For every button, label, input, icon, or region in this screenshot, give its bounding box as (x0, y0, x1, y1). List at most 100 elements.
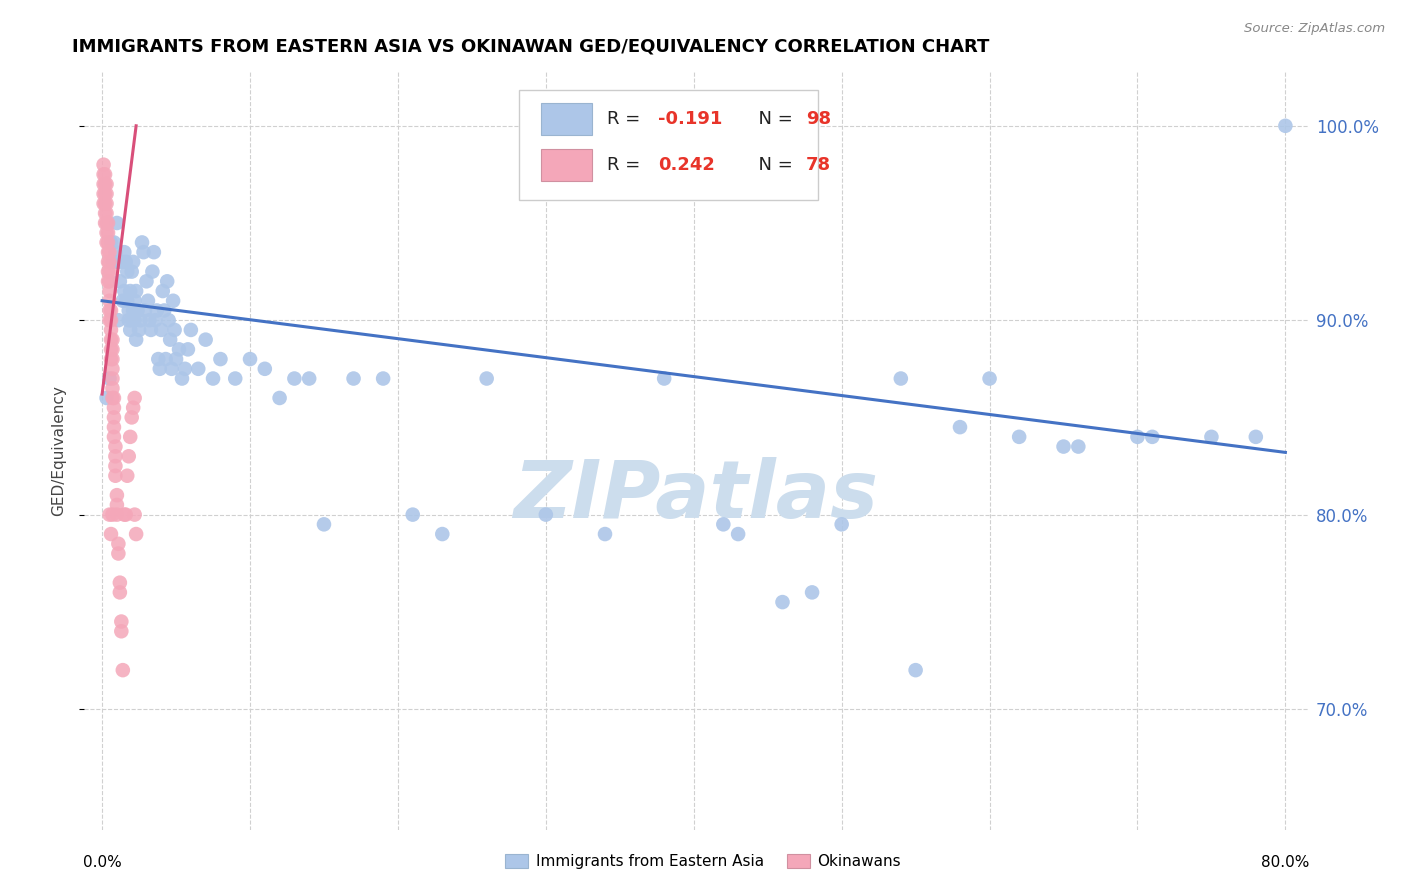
Point (117, 293, 139, 308)
Point (772, 595, 794, 609)
Point (97, 255, 120, 269)
Point (96, 196, 118, 211)
Point (239, 352, 262, 367)
Point (402, 508, 425, 522)
Point (142, 245, 165, 260)
Point (96, 206, 118, 220)
Point (1008, 430, 1031, 444)
Point (97, 274, 120, 288)
Point (202, 371, 225, 385)
FancyBboxPatch shape (519, 90, 818, 201)
Point (149, 361, 172, 376)
Point (98, 245, 121, 260)
Point (110, 255, 132, 269)
Point (167, 343, 190, 357)
Point (146, 303, 169, 318)
Point (156, 274, 179, 288)
Point (114, 508, 136, 522)
Text: 80.0%: 80.0% (1261, 855, 1309, 870)
Point (155, 352, 177, 367)
Point (124, 391, 146, 405)
Point (128, 323, 150, 337)
Point (890, 371, 912, 385)
Point (120, 284, 142, 298)
Point (100, 323, 122, 337)
Point (101, 381, 124, 395)
Point (1067, 440, 1090, 454)
Point (104, 468, 127, 483)
Point (118, 450, 141, 464)
Point (98, 274, 121, 288)
Point (108, 274, 131, 288)
Point (1142, 430, 1164, 444)
Point (93, 158, 115, 172)
Point (110, 624, 132, 639)
Text: Source: ZipAtlas.com: Source: ZipAtlas.com (1244, 22, 1385, 36)
Point (100, 333, 122, 347)
Point (101, 352, 124, 367)
Point (120, 430, 142, 444)
Point (373, 371, 395, 385)
Point (475, 371, 498, 385)
Point (104, 245, 127, 260)
Point (711, 517, 734, 532)
Point (105, 508, 128, 522)
Point (111, 663, 134, 677)
Point (97, 264, 120, 278)
Point (593, 527, 616, 541)
Point (108, 575, 131, 590)
Point (108, 585, 131, 599)
Point (96, 226, 118, 240)
Point (97, 226, 120, 240)
Point (135, 274, 157, 288)
Text: 0.242: 0.242 (658, 155, 714, 174)
Point (121, 264, 143, 278)
Point (117, 264, 139, 278)
Point (727, 527, 749, 541)
Text: N =: N = (748, 155, 799, 174)
Point (949, 420, 972, 434)
Point (139, 323, 162, 337)
Point (101, 361, 124, 376)
Point (125, 333, 148, 347)
Point (100, 313, 122, 327)
Y-axis label: GED/Equivalency: GED/Equivalency (51, 385, 66, 516)
Point (98, 371, 121, 385)
Point (98, 284, 121, 298)
Point (298, 371, 321, 385)
Point (93, 196, 115, 211)
Point (105, 488, 128, 502)
Point (534, 508, 557, 522)
Point (100, 235, 122, 250)
Point (103, 391, 125, 405)
Point (111, 293, 134, 308)
Point (124, 293, 146, 308)
Point (1052, 440, 1074, 454)
Point (117, 468, 139, 483)
Point (118, 303, 141, 318)
Point (432, 527, 454, 541)
Point (165, 352, 187, 367)
Point (131, 235, 153, 250)
Point (141, 264, 163, 278)
Point (148, 352, 170, 367)
Point (105, 216, 128, 230)
Point (96, 235, 118, 250)
Point (105, 498, 128, 512)
Point (138, 313, 160, 327)
Point (98, 313, 121, 327)
Text: R =: R = (606, 110, 645, 128)
Point (94, 168, 117, 182)
Point (160, 361, 183, 376)
Point (159, 333, 181, 347)
Point (101, 391, 124, 405)
Point (97, 235, 120, 250)
Point (103, 235, 125, 250)
Point (121, 410, 143, 425)
Point (122, 255, 145, 269)
Point (101, 508, 124, 522)
Point (120, 323, 142, 337)
Point (269, 391, 291, 405)
Point (104, 458, 127, 473)
Point (100, 352, 122, 367)
